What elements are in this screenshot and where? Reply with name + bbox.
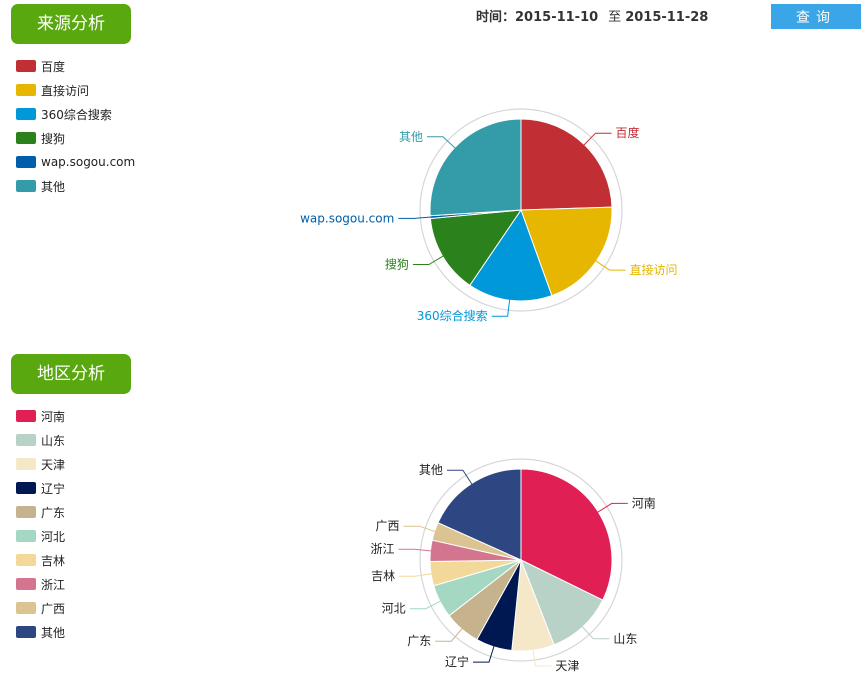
pie-slice-label: 广西 bbox=[375, 519, 399, 533]
pie-slice-label: 搜狗 bbox=[385, 257, 409, 272]
pie-label-line bbox=[491, 296, 511, 317]
legend-item[interactable]: 广东 bbox=[16, 500, 65, 524]
pie-label-line bbox=[398, 548, 435, 552]
legend-item[interactable]: 其他 bbox=[16, 174, 135, 198]
pie-slice-label: 天津 bbox=[555, 659, 579, 673]
start-date[interactable]: 2015-11-10 bbox=[515, 10, 599, 25]
legend-swatch bbox=[16, 578, 36, 590]
pie-label-line bbox=[403, 525, 439, 534]
legend-label: 其他 bbox=[41, 179, 66, 194]
time-label: 时间： bbox=[476, 10, 516, 25]
source-legend: 百度直接访问 360综合搜索 搜狗 wap.sogou.com 其他 bbox=[16, 54, 135, 198]
legend-item[interactable]: 其他 bbox=[16, 620, 65, 644]
pie-label-line bbox=[579, 623, 610, 640]
legend-label: 360综合搜索 bbox=[41, 107, 112, 122]
pie-slice-label: 360综合搜索 bbox=[417, 308, 488, 323]
legend-label: 直接访问 bbox=[41, 83, 90, 98]
pie-label-line bbox=[412, 253, 447, 265]
legend-item[interactable]: 吉林 bbox=[16, 548, 65, 572]
legend-label: wap.sogou.com bbox=[41, 155, 136, 169]
legend-item[interactable]: 360综合搜索 bbox=[16, 102, 135, 126]
pie-slice-label: 百度 bbox=[616, 125, 640, 140]
pie-slice-label: 河北 bbox=[382, 602, 406, 616]
legend-label: 广东 bbox=[41, 505, 66, 520]
legend-swatch bbox=[16, 554, 36, 566]
legend-label: 搜狗 bbox=[41, 131, 66, 146]
legend-label: 其他 bbox=[41, 625, 66, 640]
legend-item[interactable]: 搜狗 bbox=[16, 126, 135, 150]
pie-label-line bbox=[398, 216, 435, 219]
source-analysis-title: 来源分析 bbox=[11, 4, 131, 44]
legend-item[interactable]: 浙江 bbox=[16, 572, 65, 596]
pie-slice-label: 山东 bbox=[613, 632, 637, 646]
pie-slice-label: 其他 bbox=[399, 130, 423, 144]
legend-swatch bbox=[16, 626, 36, 638]
legend-swatch bbox=[16, 506, 36, 518]
pie-outer-ring bbox=[419, 458, 623, 662]
legend-label: 河南 bbox=[41, 409, 66, 424]
legend-label: 百度 bbox=[41, 59, 66, 74]
pie-label-line bbox=[399, 572, 436, 577]
legend-item[interactable]: 百度 bbox=[16, 54, 135, 78]
legend-swatch bbox=[16, 132, 36, 144]
date-range: 时间：2015-11-10 至 2015-11-28 bbox=[476, 6, 708, 25]
to-label: 至 bbox=[608, 10, 622, 25]
pie-label-line bbox=[446, 469, 475, 488]
legend-swatch bbox=[16, 84, 36, 96]
legend-label: 天津 bbox=[41, 457, 66, 472]
legend-swatch bbox=[16, 602, 36, 614]
pie-label-line bbox=[473, 642, 496, 663]
pie-label-line bbox=[532, 646, 552, 667]
pie-label-line bbox=[409, 599, 444, 610]
legend-swatch bbox=[16, 410, 36, 422]
pie-slice-label: 直接访问 bbox=[630, 262, 678, 277]
region-analysis-title: 地区分析 bbox=[11, 354, 131, 394]
region-legend: 河南山东天津辽宁广东河北吉林浙江广西其他 bbox=[16, 404, 65, 644]
query-button[interactable]: 查询 bbox=[771, 4, 861, 29]
legend-label: 山东 bbox=[41, 433, 66, 448]
legend-label: 吉林 bbox=[41, 553, 66, 568]
legend-swatch bbox=[16, 458, 36, 470]
end-date[interactable]: 2015-11-28 bbox=[625, 10, 709, 25]
pie-slice-label: 辽宁 bbox=[445, 654, 469, 669]
legend-item[interactable]: 辽宁 bbox=[16, 476, 65, 500]
pie-slice-label: 其他 bbox=[419, 463, 443, 477]
legend-item[interactable]: 河南 bbox=[16, 404, 65, 428]
pie-label-line bbox=[435, 625, 465, 642]
pie-slice-label: 吉林 bbox=[371, 569, 395, 583]
legend-item[interactable]: wap.sogou.com bbox=[16, 150, 135, 174]
pie-outer-ring bbox=[419, 108, 623, 312]
legend-swatch bbox=[16, 60, 36, 72]
legend-swatch bbox=[16, 482, 36, 494]
pie-label-line bbox=[427, 136, 458, 151]
legend-label: 辽宁 bbox=[41, 481, 66, 496]
legend-swatch bbox=[16, 108, 36, 120]
pie-label-line bbox=[594, 502, 628, 515]
legend-swatch bbox=[16, 180, 36, 192]
pie-slice-label: 河南 bbox=[632, 495, 656, 510]
legend-item[interactable]: 山东 bbox=[16, 428, 65, 452]
pie-label-line bbox=[581, 132, 612, 148]
legend-swatch bbox=[16, 434, 36, 446]
legend-swatch bbox=[16, 156, 36, 168]
pie-slice[interactable] bbox=[520, 118, 613, 211]
legend-label: 河北 bbox=[41, 529, 66, 544]
legend-label: 广西 bbox=[41, 601, 66, 616]
pie-slice-label: 广东 bbox=[407, 634, 431, 648]
legend-item[interactable]: 河北 bbox=[16, 524, 65, 548]
pie-slice[interactable] bbox=[429, 118, 522, 217]
pie-slice-label: wap.sogou.com bbox=[300, 211, 394, 225]
legend-item[interactable]: 广西 bbox=[16, 596, 65, 620]
legend-item[interactable]: 直接访问 bbox=[16, 78, 135, 102]
legend-item[interactable]: 天津 bbox=[16, 452, 65, 476]
pie-slice-label: 浙江 bbox=[370, 542, 394, 556]
legend-swatch bbox=[16, 530, 36, 542]
legend-label: 浙江 bbox=[41, 577, 66, 592]
pie-label-line bbox=[592, 258, 626, 271]
